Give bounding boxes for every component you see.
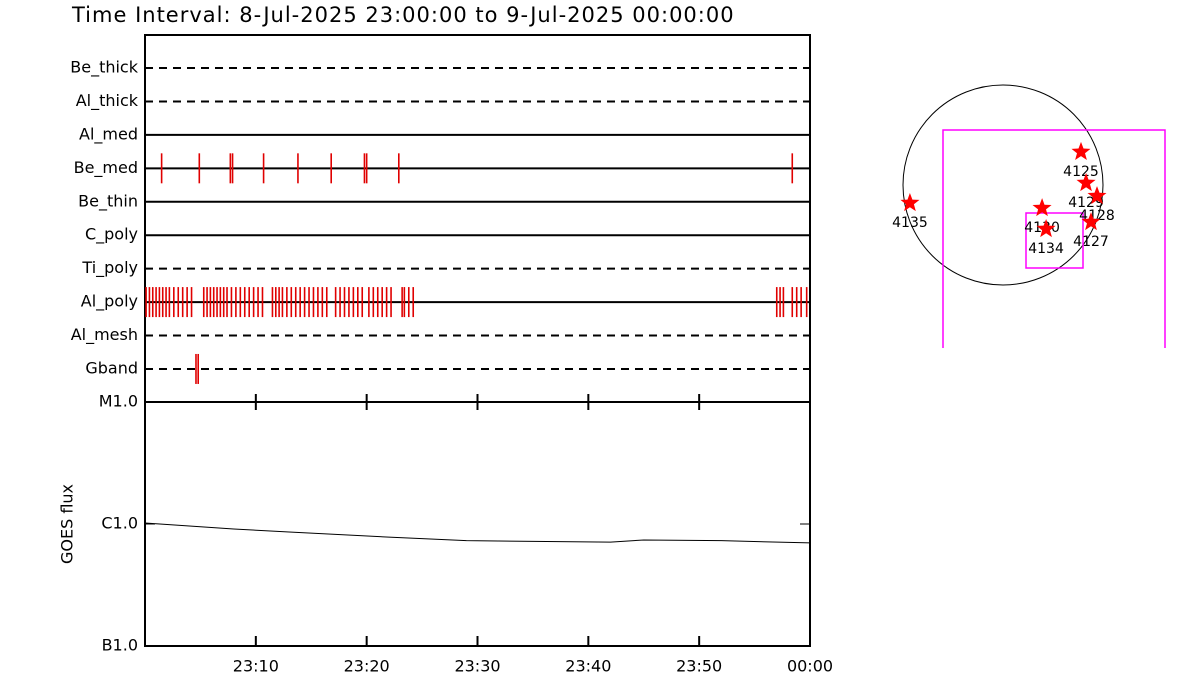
goes-frame [144,401,811,647]
y-tick-label: C1.0 [101,514,138,533]
fov-large [942,129,1166,348]
row-label: Al_poly [81,292,138,312]
ar-label: 4135 [892,215,928,231]
ar-star [1081,212,1101,231]
timeline-frame [144,34,811,403]
x-tick-label: 23:50 [676,657,722,676]
ar-star [1087,186,1107,205]
y-tick-label: B1.0 [102,636,138,655]
ar-star [900,193,920,212]
row-label: Gband [85,358,138,377]
row-label: Be_med [74,158,138,178]
y-axis-label: GOES flux [58,484,77,564]
x-tick-label: 23:30 [454,657,500,676]
row-label: Al_thick [76,91,139,111]
row-label: C_poly [85,225,138,245]
x-tick-label: 23:40 [565,657,611,676]
goes-line [144,522,811,544]
ar-star [1032,198,1052,217]
ar-label: 4134 [1028,241,1064,257]
x-tick-label: 23:10 [233,657,279,676]
x-tick-label: 00:00 [787,657,833,676]
row-label: Ti_poly [81,258,138,278]
row-label: Be_thick [70,58,138,78]
solar-disk [902,84,1104,286]
x-tick-label: 23:20 [344,657,390,676]
ar-star [1036,219,1056,238]
ar-label: 4127 [1073,234,1109,250]
ar-star [1076,173,1096,192]
row-label: Al_med [79,124,138,144]
ar-label: 4125 [1063,164,1099,180]
row-label: Al_mesh [71,325,138,345]
y-tick-label: M1.0 [99,392,138,411]
row-label: Be_thin [78,191,138,211]
ar-star [1071,141,1091,160]
fov-small [1025,212,1084,269]
chart-title: Time Interval: 8-Jul-2025 23:00:00 to 9-… [71,3,735,27]
